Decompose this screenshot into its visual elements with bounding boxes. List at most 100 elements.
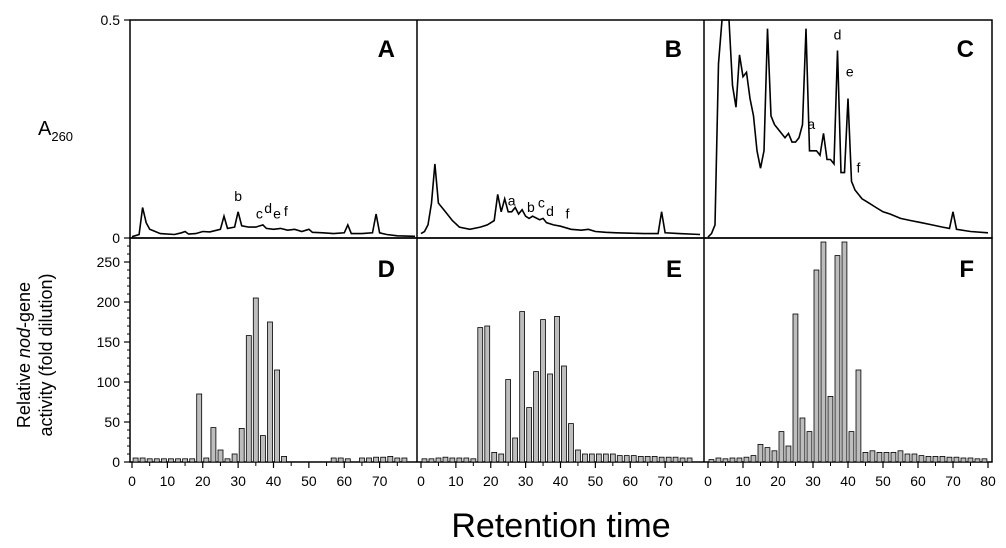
activity-bar-d-0 xyxy=(132,457,139,463)
activity-bar-f-30 xyxy=(918,455,925,463)
panel-label-d: D xyxy=(378,256,395,283)
activity-bar-e-23 xyxy=(582,453,588,463)
activity-bar-f-27 xyxy=(897,450,904,463)
x-tick-label-middle-2: 20 xyxy=(483,473,499,489)
top-y-axis-title-main: A xyxy=(38,118,52,140)
peak-label-c-1: d xyxy=(834,27,842,43)
activity-bar-f-23 xyxy=(869,450,876,463)
activity-bar-f-35 xyxy=(953,456,960,463)
activity-bar-e-0 xyxy=(421,458,428,463)
activity-bar-e-14 xyxy=(519,311,526,463)
activity-bar-e-28 xyxy=(616,455,623,463)
x-tick-label-right-0: 0 xyxy=(704,473,712,489)
activity-bar-f-13 xyxy=(799,417,806,463)
activity-bar-f-38 xyxy=(974,458,981,463)
activity-bar-f-7 xyxy=(757,443,764,463)
activity-bar-d-3 xyxy=(153,458,160,463)
chromatogram-trace-a xyxy=(131,207,416,238)
activity-bar-e-33 xyxy=(651,455,658,463)
activity-bar-e-17 xyxy=(540,319,546,463)
activity-bar-d-11 xyxy=(210,427,217,463)
activity-bar-f-33 xyxy=(939,455,946,463)
x-tick-label-middle-1: 10 xyxy=(448,473,464,489)
x-tick-label-left-2: 20 xyxy=(195,473,211,489)
activity-bar-f-16 xyxy=(820,241,827,463)
activity-bar-f-4 xyxy=(736,457,743,463)
activity-bar-d-6 xyxy=(175,458,181,463)
bottom-row-frame xyxy=(129,237,993,463)
activity-bar-e-32 xyxy=(644,455,651,463)
activity-bar-d-1 xyxy=(139,457,146,463)
activity-bar-e-6 xyxy=(463,457,470,463)
activity-bar-f-34 xyxy=(946,456,953,463)
activity-bar-d-25 xyxy=(359,457,365,463)
activity-bar-f-2 xyxy=(722,458,729,463)
activity-bar-d-22 xyxy=(330,457,337,463)
activity-bar-e-11 xyxy=(498,453,505,463)
activity-bar-d-26 xyxy=(366,457,372,463)
activity-bar-f-25 xyxy=(883,451,890,463)
activity-bar-e-24 xyxy=(589,453,595,463)
activity-bar-e-4 xyxy=(449,457,456,463)
panel-label-c: C xyxy=(957,36,974,63)
activity-bar-f-39 xyxy=(981,458,988,463)
activity-bar-e-3 xyxy=(442,456,449,463)
activity-bar-f-14 xyxy=(806,431,813,463)
activity-bar-d-13 xyxy=(224,458,231,463)
activity-bar-d-31 xyxy=(401,457,408,463)
x-tick-label-left-6: 60 xyxy=(336,473,352,489)
peak-label-b-2: c xyxy=(538,194,545,210)
activity-bar-e-9 xyxy=(484,325,491,463)
x-axis-title: Retention time xyxy=(451,507,670,545)
activity-bar-e-2 xyxy=(435,457,442,463)
activity-bar-f-9 xyxy=(771,450,778,463)
x-tick-label-right-7: 70 xyxy=(945,473,961,489)
x-tick-label-left-5: 50 xyxy=(301,473,317,489)
bottom-y-axis-title-line1-em: nod xyxy=(14,327,34,358)
peak-label-a-4: f xyxy=(284,203,288,219)
activity-bar-f-1 xyxy=(715,457,722,463)
activity-bar-e-29 xyxy=(623,455,630,463)
x-tick-label-middle-5: 50 xyxy=(588,473,604,489)
activity-bar-d-8 xyxy=(189,458,196,463)
peak-label-b-4: f xyxy=(566,205,570,221)
activity-bar-d-7 xyxy=(182,458,189,463)
x-tick-label-right-4: 40 xyxy=(840,473,856,489)
activity-bar-f-29 xyxy=(911,453,918,463)
activity-bar-d-30 xyxy=(394,457,401,463)
activity-bar-e-5 xyxy=(456,457,463,463)
activity-bar-f-19 xyxy=(841,241,848,463)
x-tick-label-middle-4: 40 xyxy=(553,473,569,489)
y-tick-label-d-0: 0 xyxy=(112,454,120,470)
y-tick-label-a-0: 0 xyxy=(112,230,120,246)
x-tick-label-right-3: 30 xyxy=(805,473,821,489)
activity-bar-e-10 xyxy=(491,451,498,463)
activity-bar-e-31 xyxy=(637,455,644,463)
y-tick-label-a-1: 0.5 xyxy=(101,12,121,28)
activity-bar-d-27 xyxy=(373,456,380,463)
activity-bar-d-19 xyxy=(267,321,273,463)
peak-label-b-1: b xyxy=(527,199,535,215)
peak-label-a-3: e xyxy=(273,205,281,221)
activity-bar-e-19 xyxy=(554,315,560,463)
peak-label-b-3: d xyxy=(546,203,554,219)
activity-bar-e-25 xyxy=(596,453,602,463)
activity-bar-e-1 xyxy=(428,458,435,463)
chromatogram-trace-c xyxy=(707,19,989,238)
bottom-y-axis-title: Relative nod-gene activity (fold dilutio… xyxy=(14,273,56,436)
x-tick-label-left-1: 10 xyxy=(160,473,176,489)
activity-bar-f-28 xyxy=(904,453,911,463)
activity-bar-f-24 xyxy=(876,451,883,463)
bottom-y-axis-title-line1: Relative nod-gene xyxy=(14,282,34,428)
peak-label-a-2: d xyxy=(264,200,272,216)
peak-label-b-0: a xyxy=(508,192,516,208)
x-tick-label-middle-0: 0 xyxy=(417,473,425,489)
activity-bar-d-14 xyxy=(231,453,238,463)
activity-bar-d-17 xyxy=(252,297,259,463)
activity-bar-e-18 xyxy=(547,373,553,463)
activity-bar-f-31 xyxy=(925,455,932,463)
panel-label-a: A xyxy=(378,36,395,63)
activity-bar-e-8 xyxy=(477,327,484,463)
x-tick-label-left-7: 70 xyxy=(372,473,388,489)
